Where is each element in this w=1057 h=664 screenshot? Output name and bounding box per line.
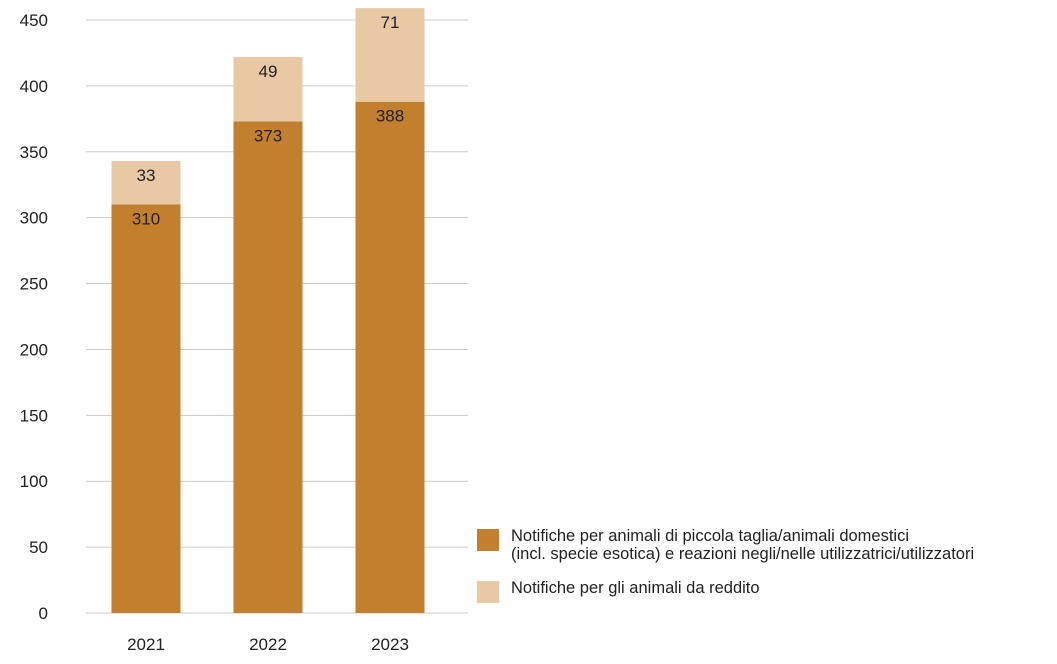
data-label: 388	[376, 107, 404, 126]
data-label: 373	[254, 126, 282, 145]
x-tick-label: 2022	[249, 635, 287, 654]
legend-swatch	[477, 581, 499, 603]
legend: Notifiche per animali di piccola taglia/…	[477, 527, 1057, 619]
y-tick-label: 0	[39, 604, 48, 623]
data-label: 310	[132, 209, 160, 228]
data-label: 33	[137, 166, 156, 185]
bar-2023-series-0	[355, 101, 425, 614]
y-tick-label: 300	[20, 209, 48, 228]
bar-2022-series-0	[233, 121, 303, 614]
data-label: 49	[259, 62, 278, 81]
data-label: 71	[381, 13, 400, 32]
x-tick-label: 2021	[127, 635, 165, 654]
y-tick-label: 400	[20, 77, 48, 96]
x-axis-ticks: 2021 2022 2023	[127, 635, 409, 654]
y-tick-label: 350	[20, 143, 48, 162]
y-tick-label: 200	[20, 340, 48, 359]
bar-2022-series-1	[233, 56, 303, 122]
bar-2021-series-1	[111, 161, 181, 205]
bar-2021-series-0	[111, 204, 181, 613]
legend-item-series-0: Notifiche per animali di piccola taglia/…	[477, 527, 1057, 563]
y-tick-label: 250	[20, 275, 48, 294]
legend-label: Notifiche per gli animali da reddito	[511, 579, 760, 597]
legend-label: Notifiche per animali di piccola taglia/…	[511, 527, 975, 563]
y-tick-label: 50	[29, 538, 48, 557]
bar-2023-series-1	[355, 8, 425, 102]
legend-swatch	[477, 529, 499, 551]
y-tick-label: 150	[20, 406, 48, 425]
y-tick-label: 100	[20, 472, 48, 491]
y-axis-ticks: 0 50 100 150 200 250 300 350 400 450	[20, 11, 48, 623]
y-tick-label: 450	[20, 11, 48, 30]
bars	[111, 8, 425, 614]
legend-item-series-1: Notifiche per gli animali da reddito	[477, 579, 1057, 603]
x-tick-label: 2023	[371, 635, 409, 654]
data-labels: 310 33 373 49 388 71	[132, 13, 404, 228]
